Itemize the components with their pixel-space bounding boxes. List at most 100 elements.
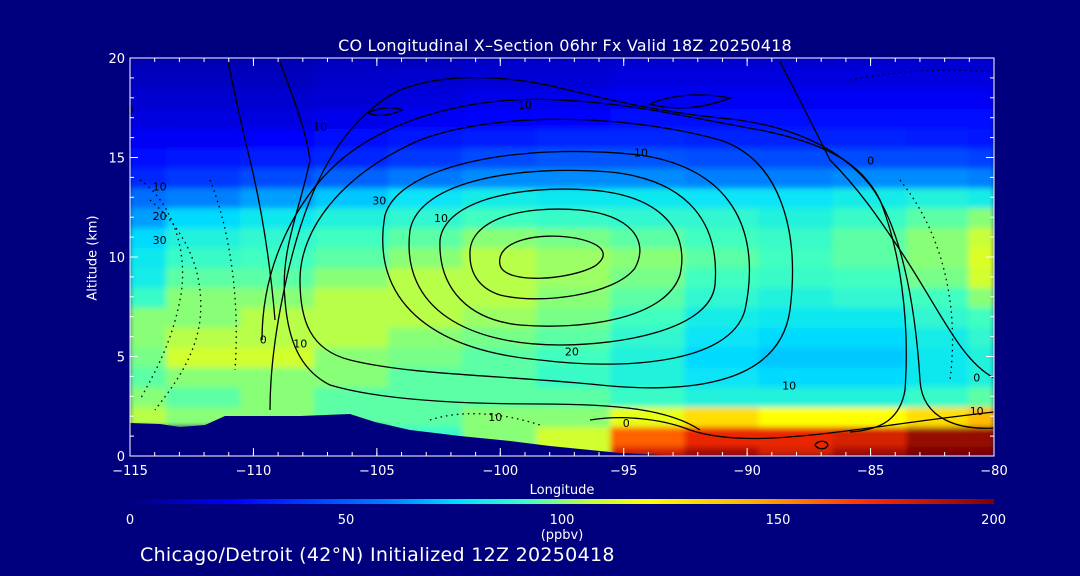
heatmap-cell <box>166 206 243 229</box>
heatmap-cell <box>130 146 168 169</box>
heatmap-cell <box>906 345 971 368</box>
heatmap-cell <box>462 365 539 388</box>
heatmap-cell <box>536 325 613 348</box>
heatmap-cell <box>130 365 168 388</box>
heatmap-cell <box>968 126 994 149</box>
heatmap-cell <box>314 345 391 368</box>
contour-label: 10 <box>293 338 307 351</box>
heatmap-cell <box>462 285 539 308</box>
heatmap-cell <box>832 146 909 169</box>
heatmap-cell <box>388 345 465 368</box>
heatmap-cell <box>130 246 168 268</box>
heatmap-cell <box>536 86 613 109</box>
heatmap-cell <box>130 405 168 428</box>
contour-line <box>149 199 202 411</box>
heatmap-cell <box>906 425 971 447</box>
heatmap-cell <box>240 385 317 408</box>
heatmap-cell <box>610 146 687 169</box>
heatmap-cell <box>388 58 465 69</box>
heatmap-cell <box>240 246 317 268</box>
heatmap-cell <box>832 246 909 268</box>
heatmap-cell <box>536 186 613 209</box>
x-tick-label: −90 <box>733 464 760 479</box>
co-concentration-field <box>130 58 994 456</box>
heatmap-cell <box>388 166 465 189</box>
heatmap-cell <box>166 385 243 408</box>
heatmap-cell <box>684 206 761 229</box>
heatmap-cell <box>610 405 687 428</box>
heatmap-cell <box>758 266 835 288</box>
contour-line <box>269 76 994 429</box>
heatmap-cell <box>388 305 465 328</box>
heatmap-cell <box>166 58 243 69</box>
heatmap-cell <box>240 266 317 288</box>
contour-line <box>499 235 604 279</box>
heatmap-cell <box>240 86 317 109</box>
heatmap-cell <box>968 285 994 308</box>
heatmap-cell <box>832 285 909 308</box>
heatmap-cell <box>130 86 168 109</box>
heatmap-cell <box>130 126 168 149</box>
heatmap-cell <box>968 186 994 209</box>
heatmap-cell <box>610 445 687 456</box>
contour-label: 0 <box>260 334 267 347</box>
heatmap-cell <box>906 86 971 109</box>
heatmap-cell <box>130 325 168 348</box>
heatmap-cell <box>536 166 613 189</box>
heatmap-cell <box>130 58 168 69</box>
heatmap-cell <box>758 58 835 69</box>
heatmap-cell <box>536 58 613 69</box>
heatmap-cell <box>314 166 391 189</box>
heatmap-cell <box>684 146 761 169</box>
heatmap-cell <box>610 425 687 447</box>
x-tick-label: −115 <box>112 464 148 479</box>
heatmap-cell <box>906 325 971 348</box>
contour-label: 0 <box>973 371 980 384</box>
heatmap-cell <box>240 166 317 189</box>
heatmap-cell <box>906 126 971 149</box>
x-tick-label: −95 <box>610 464 637 479</box>
y-tick-label: 20 <box>108 52 125 67</box>
heatmap-cell <box>314 226 391 249</box>
heatmap-cell <box>968 206 994 229</box>
heatmap-cell <box>166 246 243 268</box>
heatmap-cell <box>610 345 687 368</box>
heatmap-cell <box>684 246 761 268</box>
contour-label: 30 <box>372 194 386 207</box>
heatmap-cell <box>758 106 835 129</box>
heatmap-cell <box>314 106 391 129</box>
heatmap-cell <box>166 266 243 288</box>
heatmap-cell <box>166 226 243 249</box>
heatmap-cell <box>968 226 994 249</box>
y-tick-label: 10 <box>108 251 125 266</box>
heatmap-cell <box>166 86 243 109</box>
contour-line <box>139 179 184 401</box>
heatmap-cell <box>536 425 613 447</box>
heatmap-cell <box>610 206 687 229</box>
heatmap-cell <box>388 405 465 428</box>
heatmap-cell <box>536 385 613 408</box>
contour-label: 10 <box>434 212 448 225</box>
heatmap-cell <box>388 325 465 348</box>
heatmap-cell <box>130 266 168 288</box>
heatmap-cell <box>314 285 391 308</box>
heatmap-cell <box>610 266 687 288</box>
contour-line <box>469 208 641 300</box>
heatmap-cell <box>166 285 243 308</box>
heatmap-cell <box>314 385 391 408</box>
heatmap-cell <box>462 126 539 149</box>
contour-lines <box>139 61 994 450</box>
heatmap-cell <box>536 405 613 428</box>
heatmap-cell <box>610 66 687 89</box>
terrain-mask <box>130 414 720 456</box>
heatmap-cell <box>832 345 909 368</box>
contour-line <box>779 61 994 379</box>
heatmap-cell <box>462 226 539 249</box>
heatmap-cell <box>240 365 317 388</box>
heatmap-cell <box>758 385 835 408</box>
heatmap-cell <box>832 325 909 348</box>
heatmap-cell <box>758 146 835 169</box>
heatmap-cell <box>462 66 539 89</box>
heatmap-cell <box>130 106 168 129</box>
heatmap-cell <box>462 305 539 328</box>
